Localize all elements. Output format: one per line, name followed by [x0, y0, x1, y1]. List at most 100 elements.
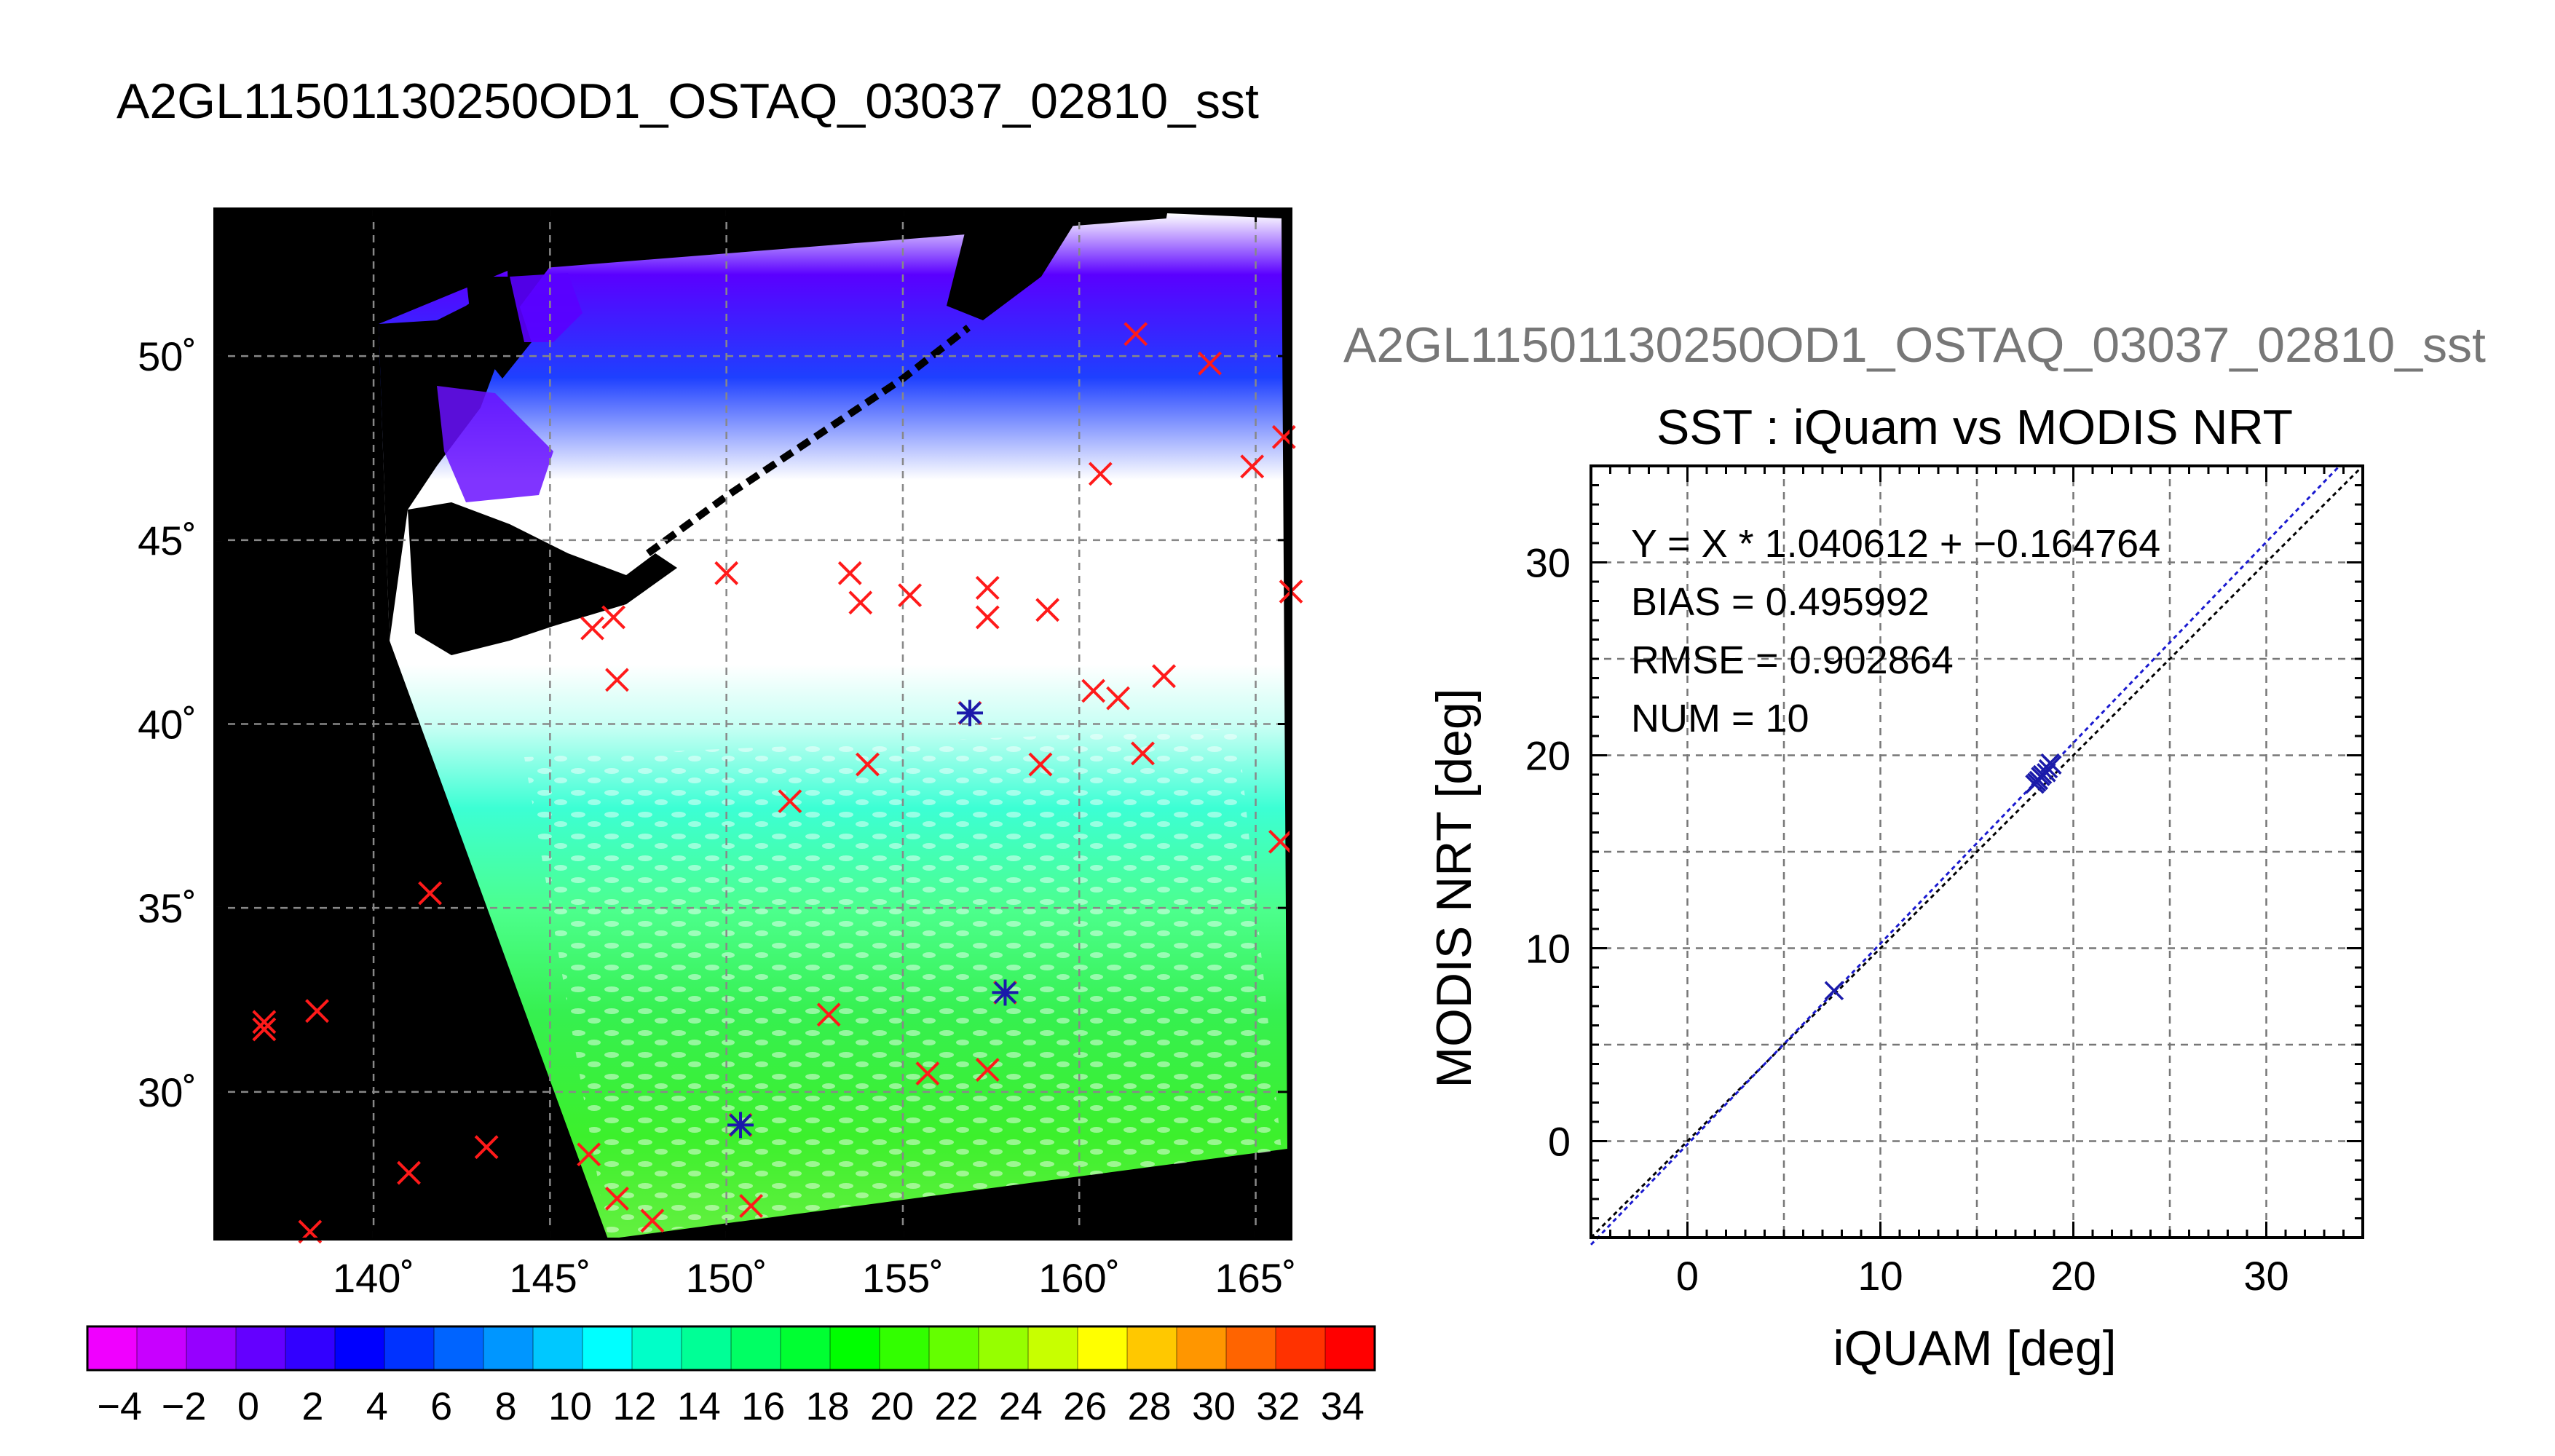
colorbar-cell — [1028, 1326, 1078, 1370]
scatter-annotation: BIAS = 0.495992 — [1631, 580, 1930, 624]
colorbar-cell — [731, 1326, 781, 1370]
colorbar-cell — [87, 1326, 138, 1370]
matchup-marker — [898, 583, 923, 608]
colorbar-tick-label: 4 — [366, 1385, 388, 1428]
land-okhotsk-coast — [466, 277, 532, 379]
map-x-tick-label: 160˚ — [1038, 1255, 1120, 1301]
valid-marker — [729, 1113, 752, 1136]
colorbar-cell — [137, 1326, 187, 1370]
colorbar-tick-label: 14 — [677, 1385, 721, 1428]
matchup-marker — [1106, 686, 1130, 711]
matchup-marker — [848, 590, 873, 615]
colorbar-tick-label: 34 — [1321, 1385, 1365, 1428]
colorbar-cell — [929, 1326, 979, 1370]
scatter-plot: SST : iQuam vs MODIS NRT iQUAM [deg] MOD… — [1426, 400, 2364, 1376]
matchup-marker — [975, 576, 1000, 600]
colorbar-tick-label: 18 — [806, 1385, 850, 1428]
land-ice-region — [510, 273, 583, 342]
scatter-point — [2042, 755, 2062, 775]
colorbar-cell — [1177, 1326, 1227, 1370]
matchup-marker — [837, 561, 862, 585]
map-x-tick-label: 150˚ — [686, 1255, 767, 1301]
colorbar-tick-label: 26 — [1063, 1385, 1107, 1428]
land-hokkaido — [408, 502, 677, 655]
scatter-y-label: MODIS NRT [deg] — [1426, 688, 1482, 1088]
matchup-marker — [975, 1058, 1000, 1082]
colorbar-cell — [1078, 1326, 1128, 1370]
colorbar-tick-label: 28 — [1128, 1385, 1172, 1428]
colorbar-cell — [285, 1326, 336, 1370]
map-y-tick-label: 35˚ — [138, 885, 197, 931]
matchup-marker — [1035, 598, 1060, 622]
colorbar-cell — [483, 1326, 534, 1370]
matchup-marker — [577, 1142, 601, 1167]
map-y-tick-label: 50˚ — [138, 333, 197, 379]
colorbar-cell — [1127, 1326, 1177, 1370]
scatter-annotation: NUM = 10 — [1631, 697, 1809, 740]
valid-marker — [958, 701, 982, 724]
colorbar-cell — [830, 1326, 880, 1370]
matchup-marker — [418, 881, 443, 906]
map-x-tick-label: 145˚ — [509, 1255, 591, 1301]
colorbar-tick-label: 32 — [1256, 1385, 1300, 1428]
colorbar-cell — [434, 1326, 484, 1370]
matchup-marker — [1131, 741, 1155, 766]
colorbar-tick-label: 8 — [495, 1385, 517, 1428]
map-x-tick-label: 140˚ — [333, 1255, 414, 1301]
land-kuril-chain — [646, 325, 971, 557]
scatter-y-tick-label: 0 — [1548, 1119, 1571, 1165]
colorbar-tick-label: 10 — [548, 1385, 592, 1428]
colorbar-cell — [632, 1326, 682, 1370]
matchup-marker — [1268, 829, 1292, 854]
colorbar-tick-label: 2 — [301, 1385, 323, 1428]
matchup-marker — [640, 1208, 665, 1233]
colorbar-cell — [880, 1326, 930, 1370]
scatter-x-tick-label: 30 — [2243, 1253, 2289, 1299]
colorbar-cell — [186, 1326, 237, 1370]
matchup-marker — [1198, 351, 1222, 376]
colorbar-cell — [1276, 1326, 1326, 1370]
matchup-marker — [605, 1186, 629, 1211]
matchup-marker — [1088, 462, 1113, 486]
matchup-marker — [714, 561, 739, 585]
land-kamchatka — [947, 218, 1078, 320]
matchup-marker — [1124, 322, 1148, 347]
map-y-tick-label: 40˚ — [138, 702, 197, 748]
colorbar-tick-label: 20 — [870, 1385, 914, 1428]
scatter-x-label: iQUAM [deg] — [1833, 1321, 2116, 1376]
colorbar-cell — [335, 1326, 385, 1370]
scatter-annotation: RMSE = 0.902864 — [1631, 638, 1954, 682]
matchup-marker — [1152, 664, 1176, 689]
scatter-annotation: Y = X * 1.040612 + −0.164764 — [1631, 522, 2160, 566]
matchup-marker — [474, 1135, 499, 1160]
matchup-marker — [252, 1017, 277, 1042]
matchup-marker — [975, 605, 1000, 630]
map-y-tick-label: 45˚ — [138, 518, 197, 563]
matchup-marker — [856, 752, 880, 777]
scatter-overtitle: A2GL11501130250OD1_OSTAQ_03037_02810_sst — [1343, 317, 2486, 373]
colorbar-tick-label: 24 — [999, 1385, 1043, 1428]
matchup-marker — [1081, 678, 1106, 703]
matchup-marker — [915, 1061, 940, 1086]
matchup-marker — [601, 605, 626, 630]
land-sakhalin — [379, 280, 508, 641]
colorbar-tick-label: 30 — [1192, 1385, 1236, 1428]
matchup-marker — [252, 1010, 277, 1034]
fit-line — [1590, 464, 2341, 1246]
matchup-marker — [305, 999, 329, 1024]
colorbar-cell — [1325, 1326, 1375, 1370]
colorbar-tick-label: 6 — [430, 1385, 452, 1428]
scatter-title: SST : iQuam vs MODIS NRT — [1656, 400, 2293, 455]
colorbar-frame — [86, 1325, 1376, 1372]
matchup-marker — [739, 1194, 763, 1218]
matchup-marker — [397, 1160, 421, 1185]
identity-line — [1590, 464, 2364, 1239]
land-hokkaido-sea — [437, 386, 553, 502]
colorbar-cell — [384, 1326, 435, 1370]
map-title: A2GL11501130250OD1_OSTAQ_03037_02810_sst — [117, 74, 1259, 129]
map-x-tick-label: 155˚ — [862, 1255, 944, 1301]
colorbar-tick-label: 22 — [934, 1385, 978, 1428]
colorbar-cell — [533, 1326, 583, 1370]
scatter-x-tick-label: 0 — [1676, 1253, 1699, 1299]
colorbar-tick-label: −2 — [162, 1385, 207, 1428]
